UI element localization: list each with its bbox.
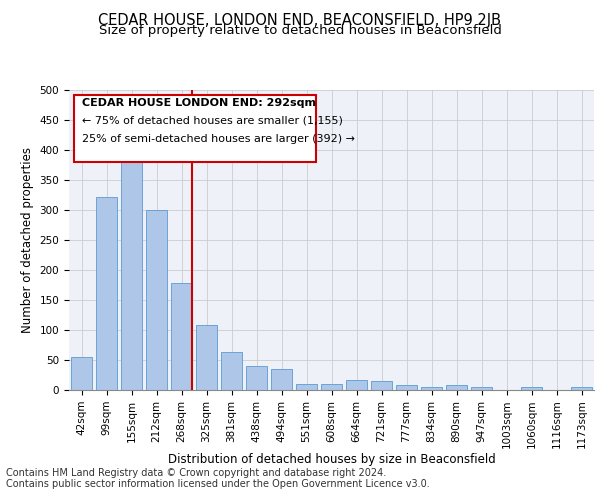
Text: CEDAR HOUSE, LONDON END, BEACONSFIELD, HP9 2JB: CEDAR HOUSE, LONDON END, BEACONSFIELD, H… bbox=[98, 12, 502, 28]
Bar bbox=[521, 387, 542, 390]
Bar bbox=[471, 387, 492, 390]
Text: CEDAR HOUSE LONDON END: 292sqm: CEDAR HOUSE LONDON END: 292sqm bbox=[82, 98, 316, 108]
Text: ← 75% of detached houses are smaller (1,155): ← 75% of detached houses are smaller (1,… bbox=[82, 116, 343, 126]
Text: Size of property relative to detached houses in Beaconsfield: Size of property relative to detached ho… bbox=[98, 24, 502, 37]
Text: Contains HM Land Registry data © Crown copyright and database right 2024.: Contains HM Land Registry data © Crown c… bbox=[6, 468, 386, 477]
Bar bbox=[271, 369, 292, 390]
Bar bbox=[571, 387, 592, 390]
Bar bbox=[321, 384, 342, 390]
Bar bbox=[396, 385, 417, 390]
Bar bbox=[71, 357, 92, 390]
Bar bbox=[196, 325, 217, 390]
X-axis label: Distribution of detached houses by size in Beaconsfield: Distribution of detached houses by size … bbox=[167, 452, 496, 466]
Text: 25% of semi-detached houses are larger (392) →: 25% of semi-detached houses are larger (… bbox=[82, 134, 355, 143]
Bar bbox=[371, 381, 392, 390]
Bar bbox=[246, 366, 267, 390]
FancyBboxPatch shape bbox=[74, 94, 316, 162]
Bar bbox=[296, 384, 317, 390]
Text: Contains public sector information licensed under the Open Government Licence v3: Contains public sector information licen… bbox=[6, 479, 430, 489]
Bar bbox=[446, 385, 467, 390]
Bar bbox=[171, 283, 192, 390]
Bar bbox=[346, 380, 367, 390]
Y-axis label: Number of detached properties: Number of detached properties bbox=[21, 147, 34, 333]
Bar bbox=[121, 147, 142, 390]
Bar bbox=[221, 352, 242, 390]
Bar bbox=[96, 197, 117, 390]
Bar bbox=[146, 210, 167, 390]
Bar bbox=[421, 387, 442, 390]
